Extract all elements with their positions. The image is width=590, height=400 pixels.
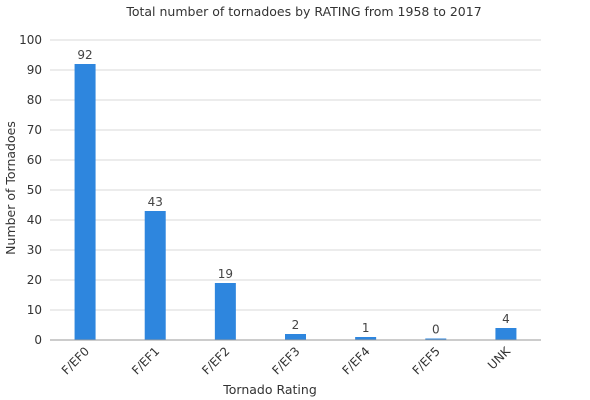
y-axis-label: Number of Tornadoes: [3, 121, 18, 255]
x-axis-label: Tornado Rating: [222, 382, 317, 397]
chart-title: Total number of tornadoes by RATING from…: [125, 4, 481, 19]
y-tick-label: 90: [27, 63, 42, 77]
y-tick-label: 20: [27, 273, 42, 287]
data-label: 1: [362, 321, 370, 335]
y-tick-label: 60: [27, 153, 42, 167]
y-tick-label: 50: [27, 183, 42, 197]
y-axis-ticks: 0 10 20 30 40 50 60 70 80 90 100: [19, 33, 42, 347]
x-tick-label: F/EF5: [410, 344, 443, 377]
x-tick-label: UNK: [485, 343, 514, 372]
bar: [425, 338, 447, 340]
bar: [285, 334, 306, 340]
data-label: 92: [77, 48, 92, 62]
data-label: 4: [502, 312, 510, 326]
y-tick-label: 40: [27, 213, 42, 227]
y-tick-label: 30: [27, 243, 42, 257]
gridlines: [50, 39, 541, 311]
y-tick-label: 70: [27, 123, 42, 137]
x-tick-label: F/EF3: [269, 344, 302, 377]
bar: [74, 64, 96, 340]
y-tick-label: 0: [34, 333, 42, 347]
data-label: 2: [292, 318, 300, 332]
y-tick-label: 80: [27, 93, 42, 107]
bars: [74, 64, 517, 340]
x-tick-label: F/EF4: [339, 344, 372, 377]
data-label: 43: [148, 195, 163, 209]
bar: [355, 337, 377, 340]
y-tick-label: 10: [27, 303, 42, 317]
bar: [495, 328, 517, 340]
x-axis-ticks: F/EF0 F/EF1 F/EF2 F/EF3 F/EF4 F/EF5 UNK: [59, 343, 514, 377]
x-tick-label: F/EF2: [199, 344, 232, 377]
x-tick-label: F/EF1: [129, 344, 162, 377]
data-label: 0: [432, 323, 440, 337]
x-tick-label: F/EF0: [59, 344, 92, 377]
y-tick-label: 100: [19, 33, 42, 47]
bar: [144, 211, 166, 340]
bar: [214, 283, 236, 340]
data-label: 19: [218, 267, 233, 281]
data-labels: 92 43 19 2 1 0 4: [77, 48, 509, 337]
